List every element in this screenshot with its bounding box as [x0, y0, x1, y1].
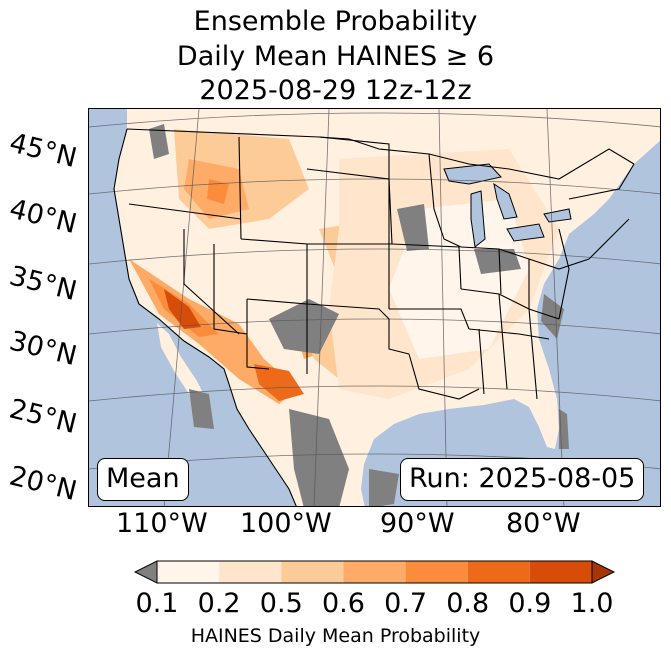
lon-label-100w: 100°W — [240, 508, 332, 539]
colorbar-segment — [343, 561, 406, 583]
title-line-2: Daily Mean HAINES ≥ 6 — [176, 41, 495, 72]
lat-label-30n: 30°N — [6, 325, 80, 373]
map-panel[interactable] — [88, 108, 661, 507]
colorbar-tick-label: 0.2 — [197, 588, 241, 619]
colorbar-tick-label: 0.6 — [321, 588, 365, 619]
colorbar-outline — [156, 560, 593, 584]
colorbar-segment — [219, 561, 282, 583]
lat-label-25n: 25°N — [6, 393, 80, 441]
colorbar-tick-label: 1.0 — [570, 588, 614, 619]
run-date-box: Run: 2025-08-05 — [400, 458, 645, 501]
colorbar-tick-label: 0.5 — [259, 588, 303, 619]
colorbar-tick-label: 0.1 — [135, 588, 179, 619]
mean-label-box: Mean — [97, 458, 189, 501]
colorbar-tick-label: 0.9 — [508, 588, 552, 619]
colorbar-segment — [405, 561, 468, 583]
graticule — [89, 109, 660, 506]
colorbar-tick-label: 0.8 — [446, 588, 490, 619]
colorbar-segment — [467, 561, 530, 583]
colorbar-tick-label: 0.7 — [384, 588, 428, 619]
map-svg — [89, 109, 660, 506]
great-lakes — [443, 163, 572, 248]
colorbar-over-extension — [591, 560, 616, 584]
lon-label-90w: 90°W — [380, 508, 455, 539]
title-line-1: Ensemble Probability — [193, 6, 478, 37]
colorbar-label: HAINES Daily Mean Probability — [190, 625, 481, 647]
title-line-3: 2025-08-29 12z-12z — [199, 75, 472, 106]
lon-label-80w: 80°W — [506, 508, 581, 539]
lon-label-110w: 110°W — [116, 508, 208, 539]
lat-label-40n: 40°N — [6, 193, 80, 241]
state-borders — [113, 128, 635, 506]
lat-label-45n: 45°N — [6, 127, 80, 175]
colorbar-segment — [529, 561, 592, 583]
lat-label-20n: 20°N — [6, 460, 80, 508]
colorbar-segment — [157, 561, 220, 583]
missing-data — [149, 124, 569, 506]
colorbar-segment — [281, 561, 344, 583]
lat-label-35n: 35°N — [6, 260, 80, 308]
colorbar-under-extension — [133, 560, 158, 584]
